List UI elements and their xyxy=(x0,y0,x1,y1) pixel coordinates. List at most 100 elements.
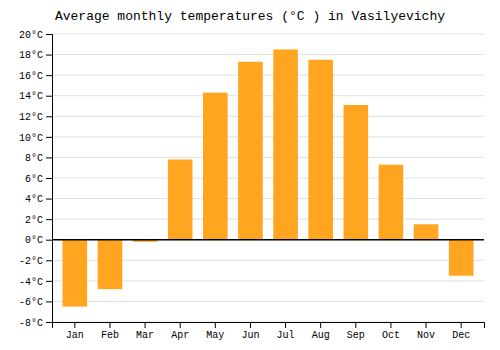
tick-label: 16°C xyxy=(19,71,43,82)
tick: Sep xyxy=(347,322,365,341)
tick-mark xyxy=(46,55,52,56)
grid-line xyxy=(52,301,484,302)
tick-mark xyxy=(46,137,52,138)
tick: May xyxy=(206,322,224,341)
chart: Average monthly temperatures (°C ) in Va… xyxy=(0,0,500,350)
tick-mark xyxy=(46,322,52,323)
tick-label: Jun xyxy=(241,330,259,341)
axis-line xyxy=(46,35,53,323)
bar xyxy=(168,159,193,239)
tick-label: -8°C xyxy=(19,318,43,329)
tick-mark xyxy=(46,301,52,302)
bar xyxy=(63,240,88,307)
tick-mark xyxy=(46,96,52,97)
tick: -2°C xyxy=(19,256,52,267)
tick: 8°C xyxy=(25,153,52,164)
bar xyxy=(344,105,369,240)
tick: 16°C xyxy=(19,71,52,82)
grid-line xyxy=(52,157,484,158)
tick-label: 8°C xyxy=(25,153,43,164)
tick-mark xyxy=(320,322,321,328)
bar xyxy=(203,93,228,240)
tick: Oct xyxy=(382,322,400,341)
tick-mark xyxy=(390,322,391,328)
grid-line xyxy=(52,198,484,199)
bars xyxy=(52,49,484,306)
bar xyxy=(273,49,298,239)
grid-line xyxy=(52,54,484,55)
tick-label: 12°C xyxy=(19,112,43,123)
tick-label: 14°C xyxy=(19,91,43,102)
tick: 2°C xyxy=(25,215,52,226)
tick: 14°C xyxy=(19,91,52,102)
grid-line xyxy=(52,136,484,137)
tick-label: Feb xyxy=(101,330,119,341)
tick-mark xyxy=(46,178,52,179)
tick: Feb xyxy=(101,322,119,341)
tick-mark xyxy=(46,34,52,35)
tick: Nov xyxy=(417,322,435,341)
title: Average monthly temperatures (°C ) in Va… xyxy=(55,9,445,24)
tick-mark xyxy=(46,260,52,261)
tick: 20°C xyxy=(19,30,52,41)
tick-mark xyxy=(46,240,52,241)
tick-mark xyxy=(355,322,356,328)
tick-mark xyxy=(250,322,251,328)
tick: 6°C xyxy=(25,174,52,185)
tick-mark xyxy=(46,157,52,158)
tick-mark xyxy=(46,199,52,200)
axis-line xyxy=(53,323,485,329)
tick-mark xyxy=(285,322,286,328)
tick: 10°C xyxy=(19,133,52,144)
tick: -8°C xyxy=(19,318,52,329)
tick-label: Mar xyxy=(136,330,154,341)
tick-mark xyxy=(74,322,75,328)
tick: Jan xyxy=(66,322,84,341)
tick-label: -4°C xyxy=(19,277,43,288)
tick-mark xyxy=(461,322,462,328)
tick-label: 10°C xyxy=(19,133,43,144)
tick-label: 6°C xyxy=(25,174,43,185)
tick-label: Jul xyxy=(277,330,295,341)
tick-mark xyxy=(215,322,216,328)
tick-label: 0°C xyxy=(25,235,43,246)
y-axis: -8°C -6°C -4°C -2°C 0°C 2°C 4°C 6°C 8°C 10°C 12°C 1… xyxy=(19,30,53,329)
grid-line xyxy=(52,178,484,179)
tick: 18°C xyxy=(19,50,52,61)
tick-mark xyxy=(426,322,427,328)
tick-label: 2°C xyxy=(25,215,43,226)
tick: -6°C xyxy=(19,297,52,308)
grid-line xyxy=(52,34,484,35)
tick: 0°C xyxy=(25,235,52,246)
tick-mark xyxy=(145,322,146,328)
bar xyxy=(98,240,123,289)
tick-label: Jan xyxy=(66,330,84,341)
plot: -8°C -6°C -4°C -2°C 0°C 2°C 4°C 6°C 8°C 10°C 12°C 1… xyxy=(19,30,485,341)
grid-line xyxy=(52,116,484,117)
tick: Mar xyxy=(136,322,154,341)
tick: Aug xyxy=(312,322,330,341)
tick-label: 4°C xyxy=(25,194,43,205)
tick-mark xyxy=(46,116,52,117)
tick-label: Apr xyxy=(171,330,189,341)
tick: Jul xyxy=(277,322,295,341)
tick-label: Dec xyxy=(452,330,470,341)
tick: Dec xyxy=(452,322,470,341)
grid-line xyxy=(52,75,484,76)
x-axis: Jan Feb Mar Apr May Jun Jul Aug Sep Oct Nov Dec xyxy=(53,322,485,341)
tick-mark xyxy=(180,322,181,328)
tick-label: May xyxy=(206,330,224,341)
bar xyxy=(414,224,439,239)
grid xyxy=(52,34,484,322)
tick: 12°C xyxy=(19,112,52,123)
tick-label: -2°C xyxy=(19,256,43,267)
tick-mark xyxy=(46,281,52,282)
tick-label: Aug xyxy=(312,330,330,341)
grid-line xyxy=(52,239,484,240)
zero-line xyxy=(52,239,484,241)
tick: Apr xyxy=(171,322,189,341)
tick-label: 18°C xyxy=(19,50,43,61)
tick: -4°C xyxy=(19,277,52,288)
tick-label: Sep xyxy=(347,330,365,341)
tick-label: -6°C xyxy=(19,297,43,308)
